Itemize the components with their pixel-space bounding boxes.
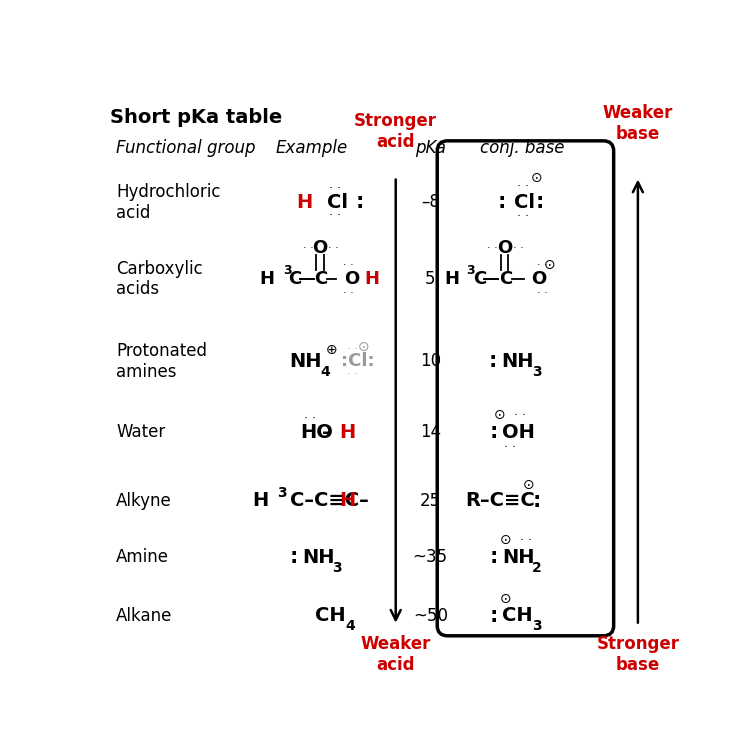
Text: H: H	[339, 491, 356, 510]
Text: –8: –8	[421, 193, 440, 211]
Text: H: H	[296, 193, 312, 212]
Text: 3: 3	[533, 619, 542, 633]
Text: Amine: Amine	[116, 548, 169, 566]
FancyBboxPatch shape	[437, 141, 614, 636]
Text: · ·: · ·	[516, 210, 528, 223]
Text: · ·: · ·	[537, 288, 548, 298]
Text: C: C	[314, 270, 327, 288]
Text: :: :	[356, 192, 364, 213]
Text: O: O	[531, 270, 546, 288]
Text: · ·: · ·	[347, 344, 358, 354]
Text: Carboxylic
acids: Carboxylic acids	[116, 260, 203, 298]
Text: pKa: pKa	[415, 139, 446, 157]
Text: H: H	[444, 270, 459, 288]
Text: R: R	[465, 491, 480, 510]
Text: 3: 3	[283, 264, 292, 277]
Text: Example: Example	[276, 139, 348, 157]
Text: Alkyne: Alkyne	[116, 492, 172, 509]
Text: O: O	[497, 238, 513, 257]
Text: H: H	[253, 491, 269, 510]
Text: · ·: · ·	[304, 412, 316, 424]
Text: ⊙: ⊙	[531, 171, 543, 185]
Text: –C≡C: –C≡C	[481, 491, 535, 510]
Text: ⊙: ⊙	[358, 340, 370, 354]
Text: Weaker
base: Weaker base	[603, 104, 673, 142]
Text: O: O	[312, 238, 328, 257]
Text: OH: OH	[502, 423, 535, 442]
Text: :: :	[490, 548, 498, 568]
Text: C: C	[498, 270, 512, 288]
Text: 4: 4	[345, 619, 356, 633]
Text: NH: NH	[502, 548, 535, 567]
Text: :: :	[488, 351, 497, 371]
Text: · ·: · ·	[347, 369, 358, 379]
Text: · ·: · ·	[329, 182, 341, 195]
Text: –: –	[321, 423, 331, 442]
Text: NH: NH	[302, 548, 335, 567]
Text: :: :	[490, 606, 498, 626]
Text: 10: 10	[420, 352, 441, 370]
Text: · ·: · ·	[537, 260, 548, 269]
Text: · ·: · ·	[343, 260, 354, 269]
Text: NH: NH	[501, 352, 533, 370]
Text: Protonated
amines: Protonated amines	[116, 342, 207, 381]
Text: :: :	[536, 192, 544, 213]
Text: 4: 4	[321, 365, 330, 379]
Text: 3: 3	[333, 561, 342, 575]
Text: conj. base: conj. base	[481, 139, 565, 157]
Text: · ·: · ·	[504, 441, 516, 454]
Text: ⊙: ⊙	[494, 408, 505, 422]
Text: CH: CH	[502, 607, 533, 625]
Text: 14: 14	[420, 424, 441, 441]
Text: C: C	[472, 270, 486, 288]
Text: 3: 3	[277, 486, 286, 500]
Text: ⊕: ⊕	[325, 343, 337, 357]
Text: 3: 3	[533, 365, 542, 379]
Text: H: H	[260, 270, 275, 288]
Text: Weaker
acid: Weaker acid	[361, 635, 431, 674]
Text: Hydrochloric
acid: Hydrochloric acid	[116, 183, 220, 221]
Text: H: H	[339, 423, 356, 442]
Text: · ·: · ·	[519, 534, 532, 547]
Text: · ·: · ·	[487, 243, 498, 252]
Text: Cl: Cl	[514, 193, 535, 212]
Text: Cl: Cl	[327, 193, 347, 212]
Text: :: :	[533, 491, 542, 511]
Text: ⊙: ⊙	[522, 477, 534, 492]
Text: · ·: · ·	[329, 209, 341, 222]
Text: :: :	[289, 548, 298, 568]
Text: ⊙: ⊙	[544, 258, 556, 272]
Text: · ·: · ·	[343, 288, 354, 298]
Text: C: C	[288, 270, 301, 288]
Text: ~35: ~35	[413, 548, 448, 566]
Text: H: H	[364, 270, 379, 288]
Text: 3: 3	[466, 264, 475, 277]
Text: CH: CH	[315, 607, 346, 625]
Text: Functional group: Functional group	[116, 139, 256, 157]
Text: :: :	[490, 422, 498, 442]
Text: · ·: · ·	[328, 243, 339, 252]
Text: NH: NH	[289, 352, 321, 370]
Text: Short pKa table: Short pKa table	[110, 108, 283, 128]
Text: · ·: · ·	[514, 409, 526, 422]
Text: 5: 5	[425, 270, 435, 288]
Text: Alkane: Alkane	[116, 607, 173, 625]
Text: ~50: ~50	[413, 607, 448, 625]
Text: Water: Water	[116, 424, 165, 441]
Text: 2: 2	[533, 561, 542, 575]
Text: ⊙: ⊙	[499, 534, 511, 548]
Text: · ·: · ·	[516, 180, 528, 193]
Text: O: O	[344, 270, 359, 288]
Text: Stronger
acid: Stronger acid	[354, 111, 437, 151]
Text: ⊙: ⊙	[499, 592, 511, 606]
Text: C–C≡C–: C–C≡C–	[290, 491, 369, 510]
Text: 25: 25	[420, 492, 441, 509]
Text: · ·: · ·	[513, 243, 523, 252]
Text: Stronger
base: Stronger base	[597, 635, 679, 674]
Text: :: :	[498, 192, 507, 213]
Text: · ·: · ·	[303, 243, 313, 252]
Text: HO: HO	[301, 423, 333, 442]
Text: :Cl:: :Cl:	[341, 352, 374, 370]
